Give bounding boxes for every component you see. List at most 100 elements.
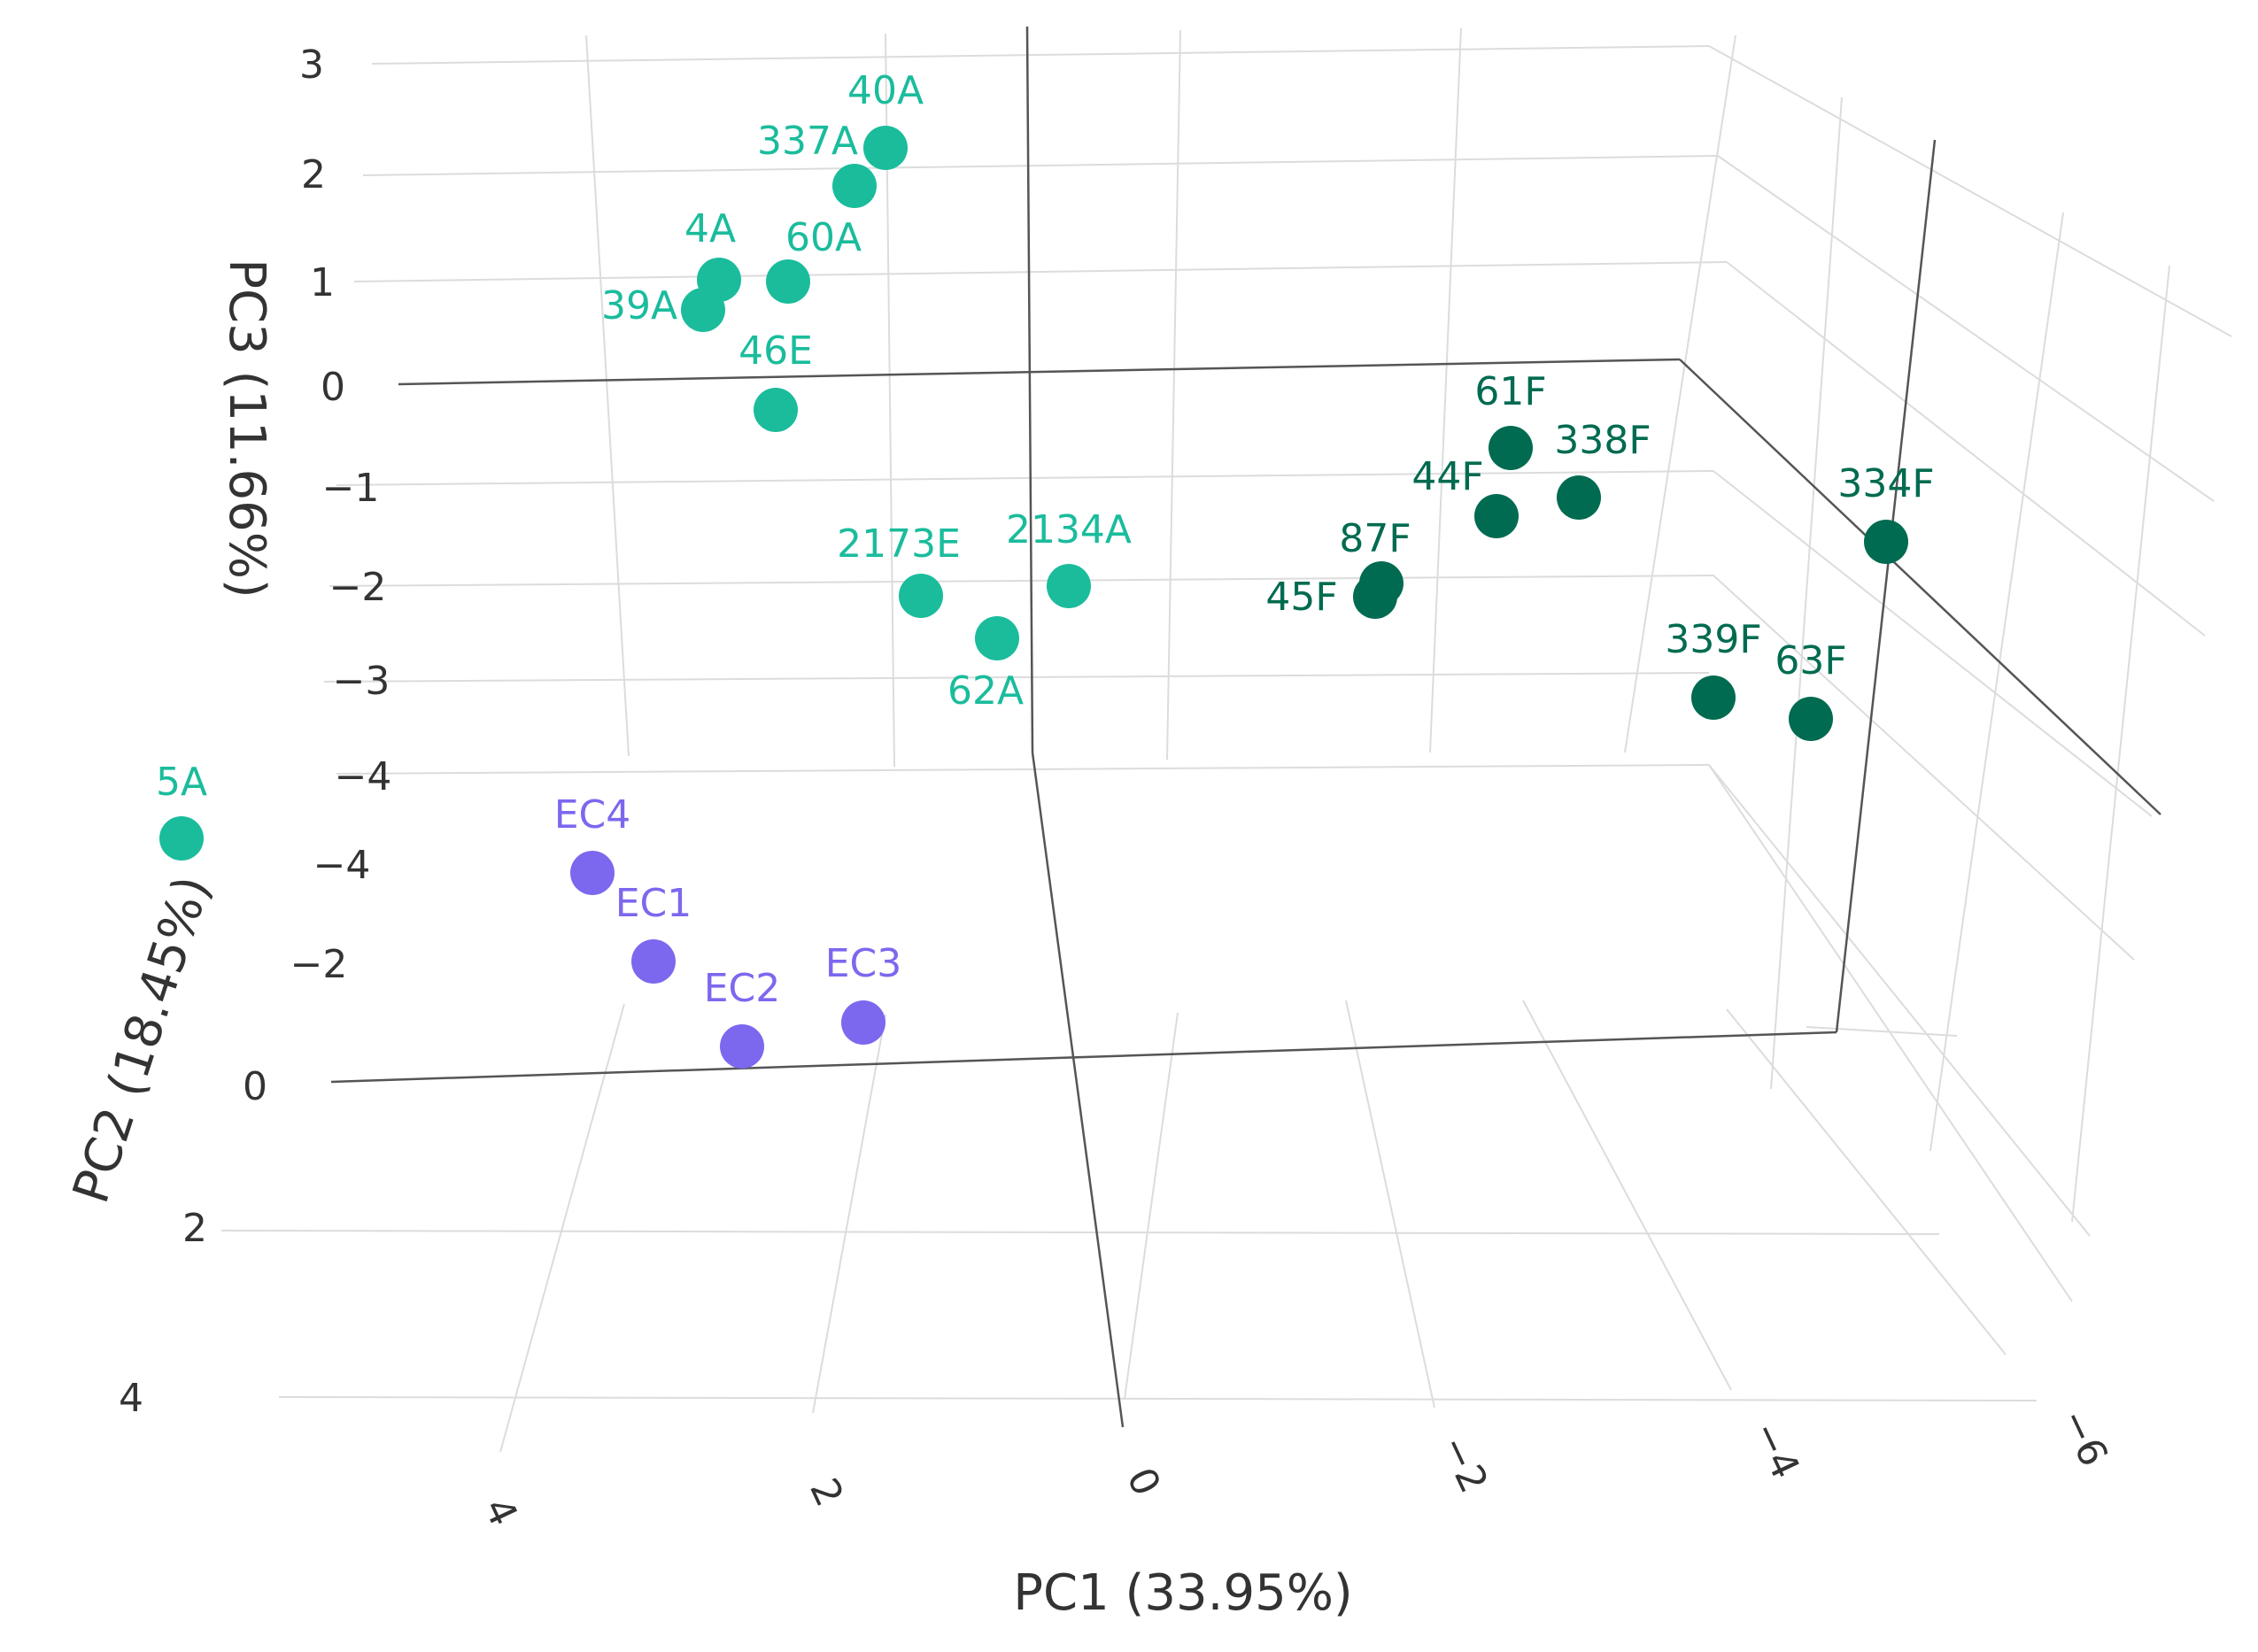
grid-line	[1713, 575, 2135, 961]
data-point	[1864, 520, 1908, 564]
grid-line	[1708, 764, 2073, 1302]
z-tick-label: 3	[299, 42, 324, 88]
data-point-label: 46E	[738, 328, 813, 374]
data-point	[1474, 494, 1519, 538]
data-point	[720, 1024, 764, 1069]
data-point-label: 87F	[1339, 516, 1411, 561]
data-point-label: 2134A	[1006, 507, 1132, 552]
grid-line	[371, 45, 1710, 65]
grid-lines	[220, 27, 2232, 1453]
grid-line	[336, 470, 1714, 486]
data-point-label: 337A	[757, 119, 858, 164]
data-point	[841, 1000, 885, 1045]
grid-line	[1624, 35, 1736, 753]
axis-line	[1025, 26, 1034, 753]
data-point-label: 40A	[847, 68, 924, 113]
grid-line	[499, 1003, 625, 1453]
grid-line	[220, 1230, 1940, 1235]
grid-line	[2071, 265, 2170, 1223]
grid-line	[1345, 1000, 1435, 1409]
grid-line	[278, 1396, 2038, 1401]
grid-line	[1806, 1026, 1958, 1037]
data-point	[1789, 697, 1833, 741]
data-point	[863, 126, 908, 170]
data-point	[1557, 475, 1601, 520]
data-point-label: 61F	[1474, 369, 1546, 414]
z-tick-label: 0	[321, 365, 345, 410]
data-point-label: EC4	[554, 792, 631, 838]
data-point	[159, 816, 204, 861]
grid-line	[323, 672, 1710, 683]
grid-line	[353, 261, 1728, 282]
y-tick-label: 2	[182, 1206, 207, 1251]
grid-line	[1726, 261, 2206, 637]
z-tick-label: 1	[310, 260, 335, 305]
grid-line	[1717, 155, 2215, 502]
grid-line	[1713, 470, 2153, 817]
grid-line	[1124, 1012, 1179, 1400]
data-point-label: 44F	[1411, 454, 1483, 499]
grid-line	[1770, 96, 1843, 1090]
grid-line	[1429, 27, 1462, 753]
z-axis-title: PC3 (11.66%)	[218, 259, 275, 598]
data-point	[570, 851, 615, 895]
data-point	[1047, 564, 1091, 608]
data-point-label: 338F	[1554, 418, 1651, 463]
x-tick-label: −2	[1431, 1429, 1496, 1500]
x-axis-title: PC1 (33.95%)	[1013, 1564, 1353, 1622]
data-point-label: 62A	[947, 668, 1024, 714]
data-point	[631, 939, 676, 984]
axis-lines	[330, 26, 2161, 1428]
data-point	[681, 288, 725, 332]
grid-line	[1708, 45, 2232, 337]
z-tick-label: 2	[301, 152, 326, 197]
data-point	[1353, 575, 1397, 619]
data-point	[899, 574, 943, 618]
grid-line	[1726, 1008, 2007, 1355]
data-point	[975, 616, 1019, 660]
data-point-label: 5A	[156, 760, 207, 805]
data-point-label: EC2	[704, 966, 781, 1011]
data-point-label: 39A	[601, 283, 677, 328]
grid-line	[362, 155, 1719, 176]
grid-line	[336, 764, 1710, 775]
data-point-label: 334F	[1837, 461, 1934, 506]
x-tick-label: 2	[800, 1471, 852, 1513]
data-point-label: 60A	[785, 215, 862, 260]
y-axis-title: PC2 (18.45%)	[62, 869, 221, 1210]
axis-line	[1835, 139, 1937, 1033]
tick-labels: 3 2 1 0 −1 −2 −3 −4 −4 −2 0 2 4 4 2 0 −2 −4 −6	[119, 42, 2116, 1532]
axis-titles: PC1 (33.95%) PC2 (18.45%) PC3 (11.66%)	[62, 259, 1353, 1622]
x-tick-label: 4	[475, 1491, 526, 1532]
data-point	[1489, 426, 1533, 470]
axis-line	[398, 358, 1681, 386]
grid-line	[585, 35, 630, 757]
data-point-label: 4A	[684, 206, 736, 251]
grid-line	[1929, 212, 2064, 1152]
data-point-label: EC1	[615, 881, 692, 926]
y-tick-label: 0	[243, 1064, 267, 1109]
grid-line	[1522, 1000, 1732, 1391]
y-tick-label: 4	[119, 1376, 143, 1421]
grid-line	[329, 575, 1714, 587]
axis-line	[1679, 359, 2161, 815]
z-tick-label: −4	[335, 754, 392, 799]
data-point	[832, 164, 877, 208]
data-point	[1691, 675, 1736, 720]
axis-line	[330, 1031, 1837, 1084]
x-tick-label: −6	[2051, 1402, 2116, 1473]
data-points: 40A 337A 4A 60A 39A 46E 2173E 2134A 62A 5A EC4 EC1 E…	[156, 68, 1935, 1069]
data-point	[754, 388, 798, 432]
axis-line	[1031, 752, 1125, 1428]
y-tick-label: −2	[290, 942, 348, 987]
grid-line	[812, 1014, 886, 1414]
data-point-label: 2173E	[837, 521, 961, 567]
grid-line	[1708, 764, 2091, 1237]
data-point-label: EC3	[825, 941, 902, 986]
y-tick-label: −4	[313, 843, 371, 888]
z-tick-label: −1	[322, 466, 380, 511]
x-tick-label: 0	[1117, 1461, 1169, 1502]
x-tick-label: −4	[1743, 1415, 1808, 1486]
data-point-label: 63F	[1775, 638, 1846, 683]
